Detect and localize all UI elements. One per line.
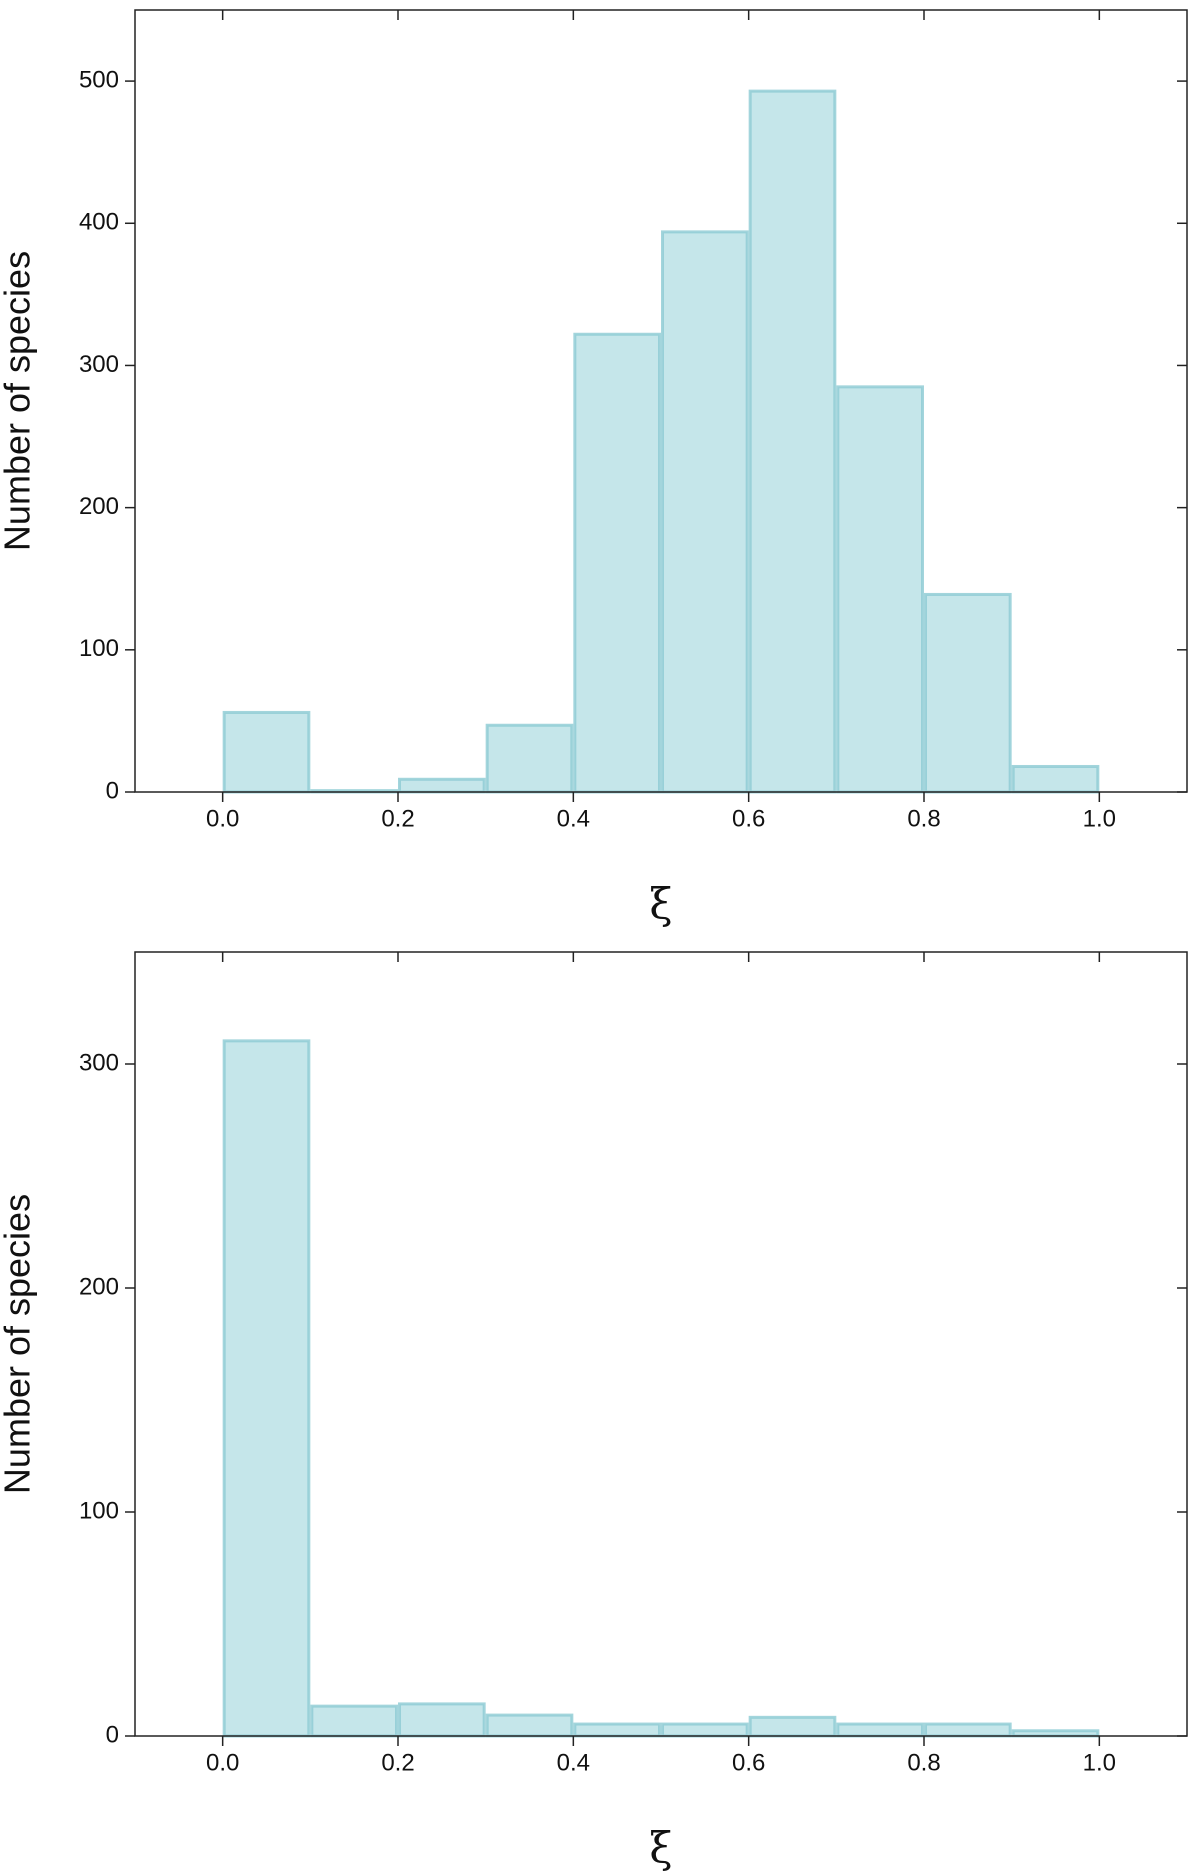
bar [398,777,486,794]
x-tick-label: 0.4 [557,805,590,832]
x-tick-label: 0.2 [381,805,414,832]
x-axis-label: ξ [649,1823,672,1872]
y-tick-label: 100 [79,635,119,662]
plot-frame [134,951,1188,1737]
bar [1011,1729,1100,1738]
bar [836,1722,924,1738]
chart-panel: 0.0 0.2 0.4 0.6 0.8 1.0 0 100 200 300 400 500 ξ Numbe… [0,9,1188,928]
bar [661,1722,749,1738]
x-tick-label: 0.6 [732,1749,765,1776]
bar [836,385,924,794]
y-tick-label: 200 [79,1273,119,1300]
y-tick-label: 0 [106,777,119,804]
bar [748,1715,837,1738]
x-tick-label: 1.0 [1083,805,1116,832]
y-tick-label: 0 [106,1721,119,1748]
x-tick-label: 0.0 [206,1749,239,1776]
bar [924,592,1012,794]
y-tick-label: 300 [79,1049,119,1076]
bar [924,1722,1012,1738]
y-axis-label: Number of species [0,251,38,551]
bar [661,230,749,794]
x-tick-label: 0.8 [907,1749,940,1776]
y-tick-label: 200 [79,493,119,520]
x-tick-label: 0.4 [557,1749,590,1776]
x-tick-label: 0.8 [907,805,940,832]
y-tick-label: 300 [79,351,119,378]
bar [222,710,311,794]
y-tick-label: 500 [79,66,119,93]
x-tick-label: 0.0 [206,805,239,832]
chart-panel: 0.0 0.2 0.4 0.6 0.8 1.0 0 100 200 300 ξ Number of s… [0,951,1188,1872]
bar [748,89,837,794]
bar [573,332,661,794]
x-tick-label: 1.0 [1083,1749,1116,1776]
bar [222,1039,311,1738]
bar [1011,764,1100,794]
y-tick-label: 100 [79,1497,119,1524]
plot-frame [134,9,1188,793]
y-tick-label: 400 [79,209,119,236]
bar [485,1713,574,1738]
x-tick-label: 0.6 [732,805,765,832]
x-axis-label: ξ [649,879,672,928]
bar [398,1702,486,1738]
bar [310,1704,399,1738]
y-axis-label: Number of species [0,1194,38,1494]
bar [573,1722,661,1738]
x-tick-label: 0.2 [381,1749,414,1776]
bar [485,723,574,794]
